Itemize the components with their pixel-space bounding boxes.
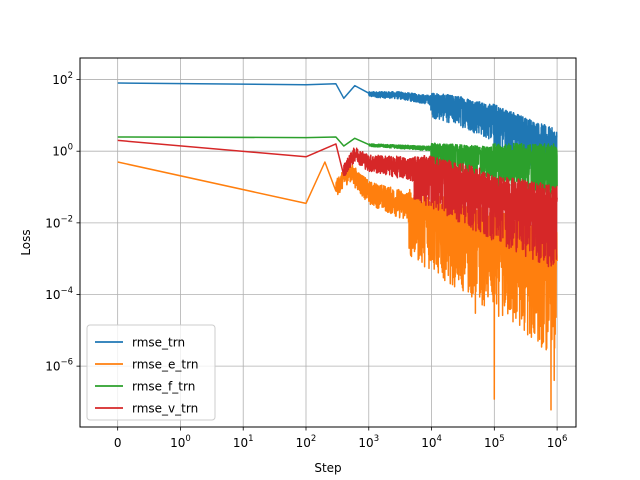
x-tick-label: 106: [547, 434, 568, 450]
legend-label-rmse_v_trn: rmse_v_trn: [132, 402, 198, 416]
legend-label-rmse_e_trn: rmse_e_trn: [132, 358, 198, 372]
x-tick-label: 100: [170, 434, 191, 450]
x-tick-label: 105: [484, 434, 505, 450]
axes-frame: [79, 57, 577, 428]
series-line-rmse_e_trn: [117, 161, 558, 411]
series-line-rmse_v_trn: [117, 139, 558, 268]
plot-area: [117, 82, 558, 411]
x-tick-label: 0: [114, 436, 122, 450]
x-tick-label: 103: [358, 434, 379, 450]
x-tick-label: 102: [296, 434, 317, 450]
y-axis-label: Loss: [19, 229, 33, 255]
y-tick-label: 10−2: [45, 214, 73, 230]
y-tick-label: 10−4: [45, 286, 73, 302]
legend: rmse_trn rmse_e_trn rmse_f_trn rmse_v_trn: [86, 324, 216, 421]
legend-box: [86, 324, 216, 421]
ticks: 0 100 101 102 103 104 105 106 102 100 10−2 10−4 10−6: [45, 71, 567, 450]
y-tick-label: 10−6: [45, 358, 73, 374]
x-axis-label: Step: [314, 461, 341, 475]
y-tick-label: 100: [52, 143, 73, 159]
x-tick-label: 104: [421, 434, 442, 450]
series-line-rmse_trn: [117, 82, 558, 185]
legend-label-rmse_f_trn: rmse_f_trn: [132, 380, 195, 394]
x-tick-label: 101: [233, 434, 254, 450]
y-tick-label: 102: [52, 71, 73, 87]
legend-label-rmse_trn: rmse_trn: [132, 336, 185, 350]
